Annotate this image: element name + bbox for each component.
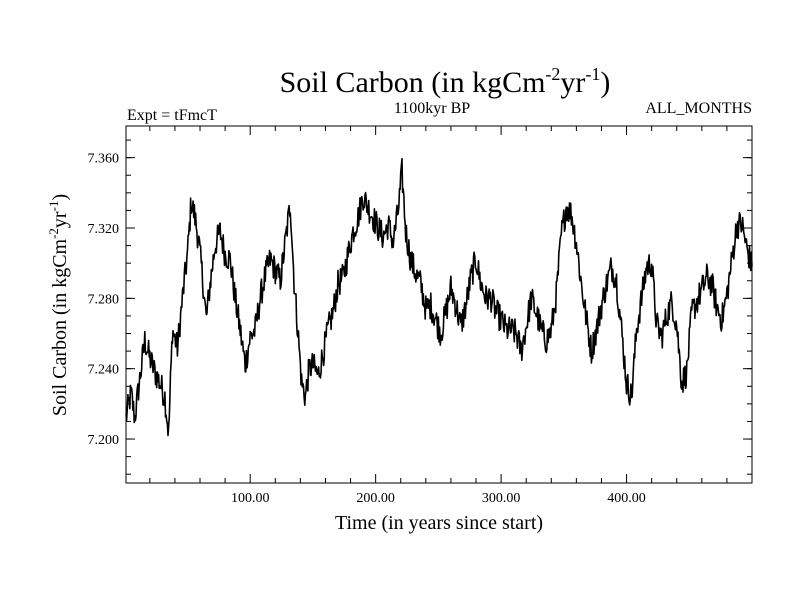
- chart-title: Soil Carbon (in kgCm-2yr-1): [280, 64, 611, 99]
- y-tick-label: 7.240: [88, 363, 120, 378]
- y-tick-label: 7.200: [88, 433, 120, 448]
- y-axis-label: Soil Carbon (in kgCm-2yr-1): [46, 194, 71, 416]
- y-axis: 7.200 7.240 7.280 7.320 7.360: [88, 139, 752, 475]
- y-tick-label: 7.280: [88, 292, 120, 307]
- x-tick-label: 200.00: [356, 491, 395, 506]
- period-label: 1100kyr BP: [394, 100, 470, 117]
- x-tick-label: 100.00: [231, 491, 270, 506]
- x-axis-label: Time (in years since start): [335, 512, 543, 534]
- x-tick-label: 300.00: [482, 491, 521, 506]
- soil-carbon-series-line: [125, 157, 753, 437]
- plot-frame: [125, 125, 753, 484]
- x-axis: 100.00 200.00 300.00 400.00: [149, 126, 728, 506]
- months-label: ALL_MONTHS: [645, 100, 752, 117]
- x-tick-label: 400.00: [607, 491, 646, 506]
- expt-label: Expt = tFmcT: [127, 107, 217, 124]
- y-tick-label: 7.360: [88, 152, 120, 167]
- y-tick-label: 7.320: [88, 222, 120, 237]
